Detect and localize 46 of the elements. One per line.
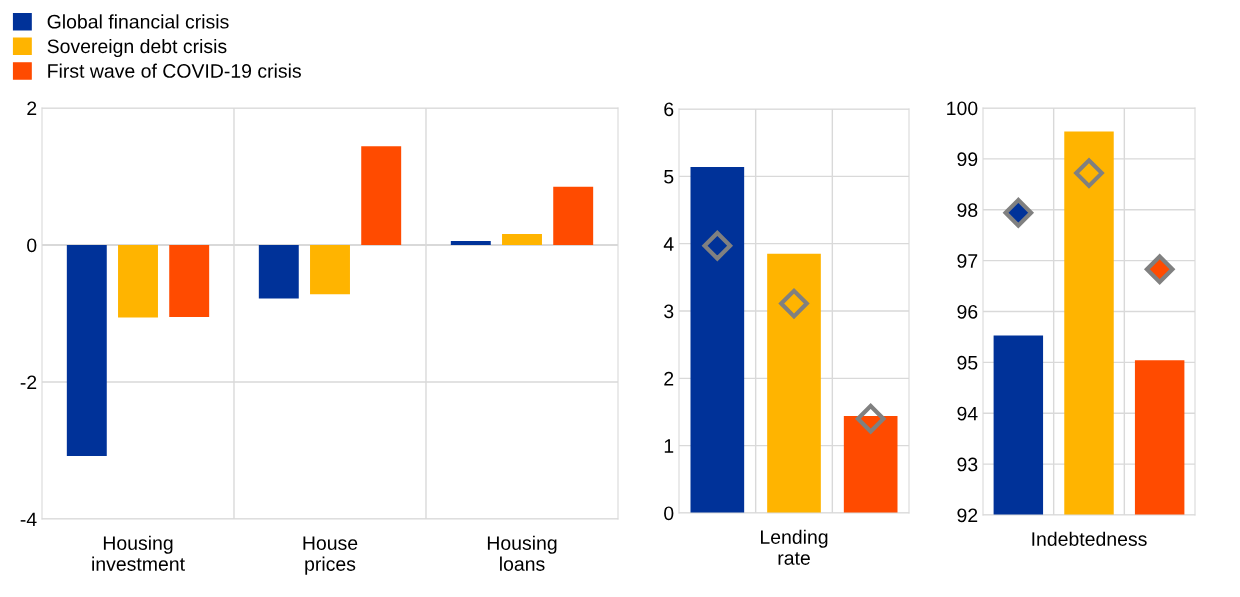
point xyxy=(1144,254,1175,285)
point xyxy=(1074,158,1104,188)
point xyxy=(855,403,886,434)
bar xyxy=(361,146,402,245)
y-tick-label: -2 xyxy=(20,375,37,390)
legend-label: First wave of COVID-19 crisis xyxy=(48,63,301,78)
y-tick-label: 95 xyxy=(957,355,978,370)
y-tick-label: 3 xyxy=(664,304,674,319)
y-tick-label: 99 xyxy=(957,152,978,167)
y-tick-label: 6 xyxy=(664,102,674,117)
bar xyxy=(553,186,594,245)
y-tick-label: 1 xyxy=(664,439,674,453)
y-tick-label: 2 xyxy=(27,101,37,116)
point xyxy=(1003,197,1034,228)
y-tick-label: 100 xyxy=(947,101,978,116)
y-tick-label: 98 xyxy=(957,203,978,217)
x-tick-label: Housing loans xyxy=(487,535,557,571)
bar xyxy=(690,166,745,513)
y-tick-label: -4 xyxy=(20,512,37,527)
x-tick-label: Lending rate xyxy=(761,529,828,565)
legend-label: Sovereign debt crisis xyxy=(47,38,227,58)
y-tick-label: 93 xyxy=(957,457,978,472)
bar xyxy=(310,245,350,295)
y-tick-label: 4 xyxy=(663,237,674,251)
bar xyxy=(450,240,491,245)
y-tick-label: 97 xyxy=(957,254,978,268)
y-tick-label: 5 xyxy=(664,170,674,184)
bar xyxy=(169,245,210,317)
x-tick-label: Housing investment xyxy=(92,535,185,571)
bar xyxy=(843,416,898,513)
y-tick-label: 94 xyxy=(957,406,978,421)
y-tick-label: 0 xyxy=(27,238,37,253)
bar xyxy=(767,253,821,513)
bar xyxy=(66,245,107,456)
bar xyxy=(258,245,299,299)
x-tick-label: House prices xyxy=(303,536,358,575)
bar xyxy=(502,234,542,245)
point xyxy=(779,288,809,319)
bar xyxy=(118,245,158,318)
y-tick-label: 0 xyxy=(664,506,674,521)
y-tick-label: 2 xyxy=(664,371,674,386)
x-tick-label: Indebtedness xyxy=(1032,531,1147,546)
legend-label: Global financial crisis xyxy=(47,14,229,29)
y-tick-label: 92 xyxy=(957,508,978,523)
point xyxy=(702,230,733,261)
y-tick-label: 96 xyxy=(957,304,978,319)
